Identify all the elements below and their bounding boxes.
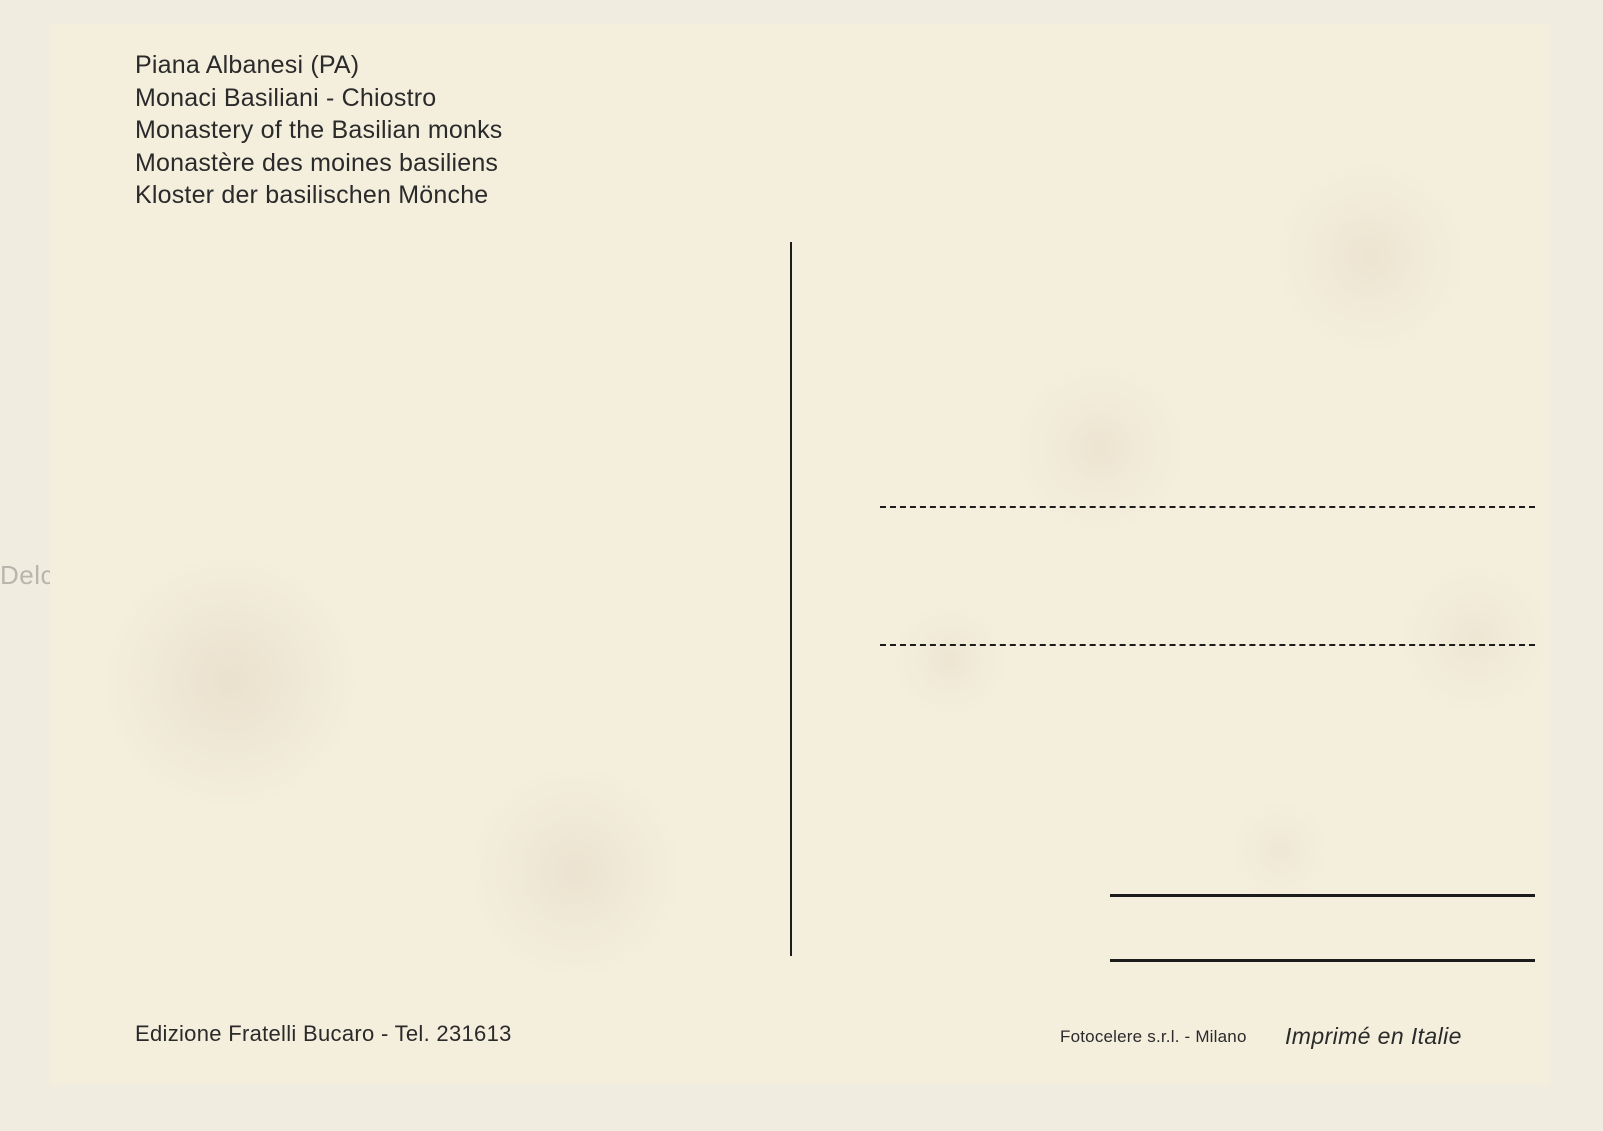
vertical-divider	[790, 242, 792, 956]
caption-block: Piana Albanesi (PA) Monaci Basiliani - C…	[135, 49, 502, 212]
address-line-3	[1110, 894, 1535, 897]
caption-line: Monastère des moines basiliens	[135, 147, 502, 180]
address-line-2	[880, 644, 1535, 646]
printed-in: Imprimé en Italie	[1285, 1023, 1462, 1050]
address-line-4	[1110, 959, 1535, 962]
publisher-credit: Edizione Fratelli Bucaro - Tel. 231613	[135, 1021, 512, 1047]
address-line-1	[880, 506, 1535, 508]
caption-line: Monastery of the Basilian monks	[135, 114, 502, 147]
caption-line: Monaci Basiliani - Chiostro	[135, 82, 502, 115]
postcard-back: Piana Albanesi (PA) Monaci Basiliani - C…	[50, 24, 1550, 1084]
printer-credit: Fotocelere s.r.l. - Milano	[1060, 1027, 1247, 1047]
caption-line: Kloster der basilischen Mönche	[135, 179, 502, 212]
caption-line: Piana Albanesi (PA)	[135, 49, 502, 82]
